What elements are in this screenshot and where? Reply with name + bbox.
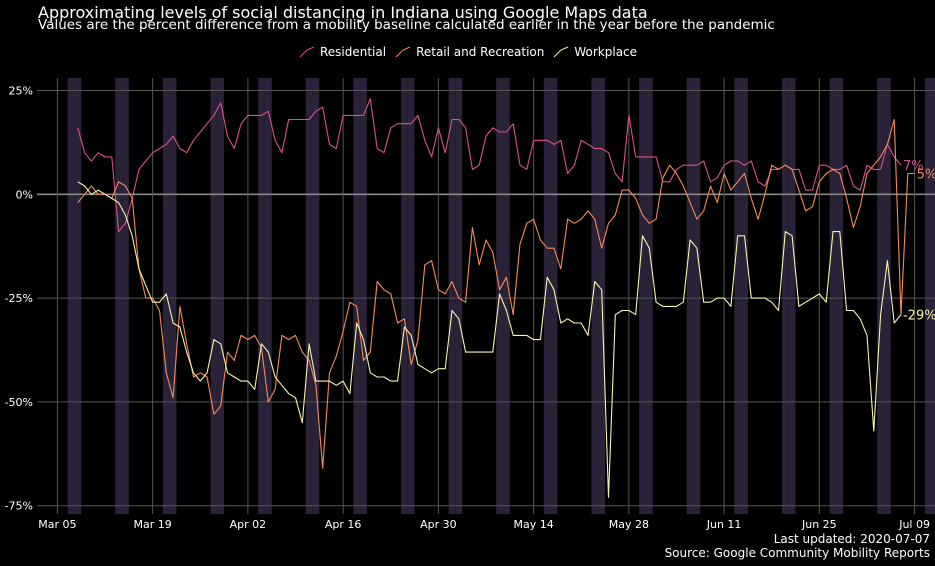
x-tick-label: Mar 05 xyxy=(38,518,76,531)
weekend-band xyxy=(400,78,408,514)
weekend-band xyxy=(686,78,694,514)
x-tick-label: May 14 xyxy=(513,518,553,531)
x-tick-label: Apr 16 xyxy=(325,518,362,531)
x-tick-label: Apr 30 xyxy=(420,518,457,531)
x-tick-label: Mar 19 xyxy=(134,518,172,531)
y-tick-label: 0% xyxy=(16,188,33,201)
weekend-band xyxy=(210,78,218,514)
source-note: Source: Google Community Mobility Report… xyxy=(664,546,930,560)
weekend-band xyxy=(734,78,742,514)
weekend-band xyxy=(543,78,551,514)
end-label-retail-and-recreation: 5% xyxy=(917,168,935,183)
legend-item-workplace: Workplace xyxy=(552,45,637,59)
x-tick-label: Apr 02 xyxy=(230,518,267,531)
weekend-band xyxy=(305,78,313,514)
weekend-band xyxy=(924,78,932,514)
weekend-band xyxy=(353,78,361,514)
weekend-band xyxy=(74,78,82,514)
end-label-residential: 7% xyxy=(903,159,924,174)
x-tick-label: Jun 11 xyxy=(706,518,742,531)
chart-subtitle: Values are the percent difference from a… xyxy=(38,17,775,33)
end-label-workplace: -29% xyxy=(903,309,935,324)
weekend-band xyxy=(639,78,646,514)
weekend-band xyxy=(115,78,123,514)
legend-key-workplace xyxy=(554,46,569,58)
y-tick-label: -50% xyxy=(5,396,33,409)
weekend-band xyxy=(407,78,415,514)
weekend-band xyxy=(693,78,701,514)
weekend-band xyxy=(312,78,320,514)
weekend-band xyxy=(448,78,456,514)
weekend-band xyxy=(788,78,796,514)
weekend-band xyxy=(503,78,510,514)
legend-label-residential: Residential xyxy=(319,45,387,59)
weekend-band xyxy=(883,78,891,514)
weekend-band xyxy=(217,78,225,514)
series-line-residential xyxy=(77,98,902,233)
chart-title: Approximating levels of social distancin… xyxy=(38,3,648,22)
legend-label-workplace: Workplace xyxy=(574,45,638,59)
legend-key-retail xyxy=(395,46,411,58)
legend-item-retail: Retail and Recreation xyxy=(394,45,544,59)
legend-key-residential xyxy=(299,46,315,58)
weekend-band xyxy=(264,78,272,514)
y-tick-label: 25% xyxy=(9,84,33,97)
last-updated: Last updated: 2020-07-07 xyxy=(773,532,930,546)
legend-label-retail: Retail and Recreation xyxy=(416,45,545,59)
series-line-workplace xyxy=(77,181,902,498)
x-tick-label: Jul 09 xyxy=(898,518,930,531)
weekend-band xyxy=(829,78,837,514)
weekend-band xyxy=(781,78,789,514)
weekend-band xyxy=(122,78,129,514)
weekend-band xyxy=(877,78,884,514)
weekend-band xyxy=(591,78,599,514)
legend-item-residential: Residential xyxy=(298,45,386,59)
series-line-retail-and-recreation xyxy=(77,118,915,469)
weekend-band xyxy=(931,78,935,514)
weekend-band xyxy=(550,78,558,514)
weekend-band xyxy=(169,78,177,514)
y-tick-label: -25% xyxy=(5,292,33,305)
weekend-band xyxy=(67,78,75,514)
weekend-band xyxy=(741,78,748,514)
weekend-band xyxy=(258,78,265,514)
x-tick-label: Jun 25 xyxy=(801,518,837,531)
weekend-band xyxy=(645,78,653,514)
legend: Residential Retail and Recreation Workpl… xyxy=(0,45,935,59)
x-tick-label: May 28 xyxy=(609,518,649,531)
y-tick-label: -75% xyxy=(5,500,33,513)
weekend-band xyxy=(360,78,367,514)
weekend-band xyxy=(455,78,463,514)
weekend-band xyxy=(836,78,844,514)
